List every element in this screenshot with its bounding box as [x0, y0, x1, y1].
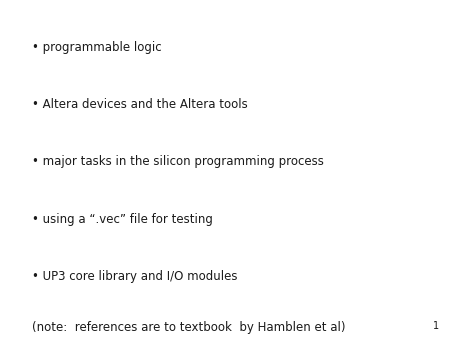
Text: • using a “.vec” file for testing: • using a “.vec” file for testing	[32, 213, 212, 226]
Text: • UP3 core library and I/O modules: • UP3 core library and I/O modules	[32, 270, 237, 283]
Text: • programmable logic: • programmable logic	[32, 41, 161, 53]
Text: (note:  references are to textbook  by Hamblen et al): (note: references are to textbook by Ham…	[32, 321, 345, 334]
Text: • major tasks in the silicon programming process: • major tasks in the silicon programming…	[32, 155, 324, 168]
Text: • Altera devices and the Altera tools: • Altera devices and the Altera tools	[32, 98, 247, 111]
Text: 1: 1	[432, 321, 439, 331]
